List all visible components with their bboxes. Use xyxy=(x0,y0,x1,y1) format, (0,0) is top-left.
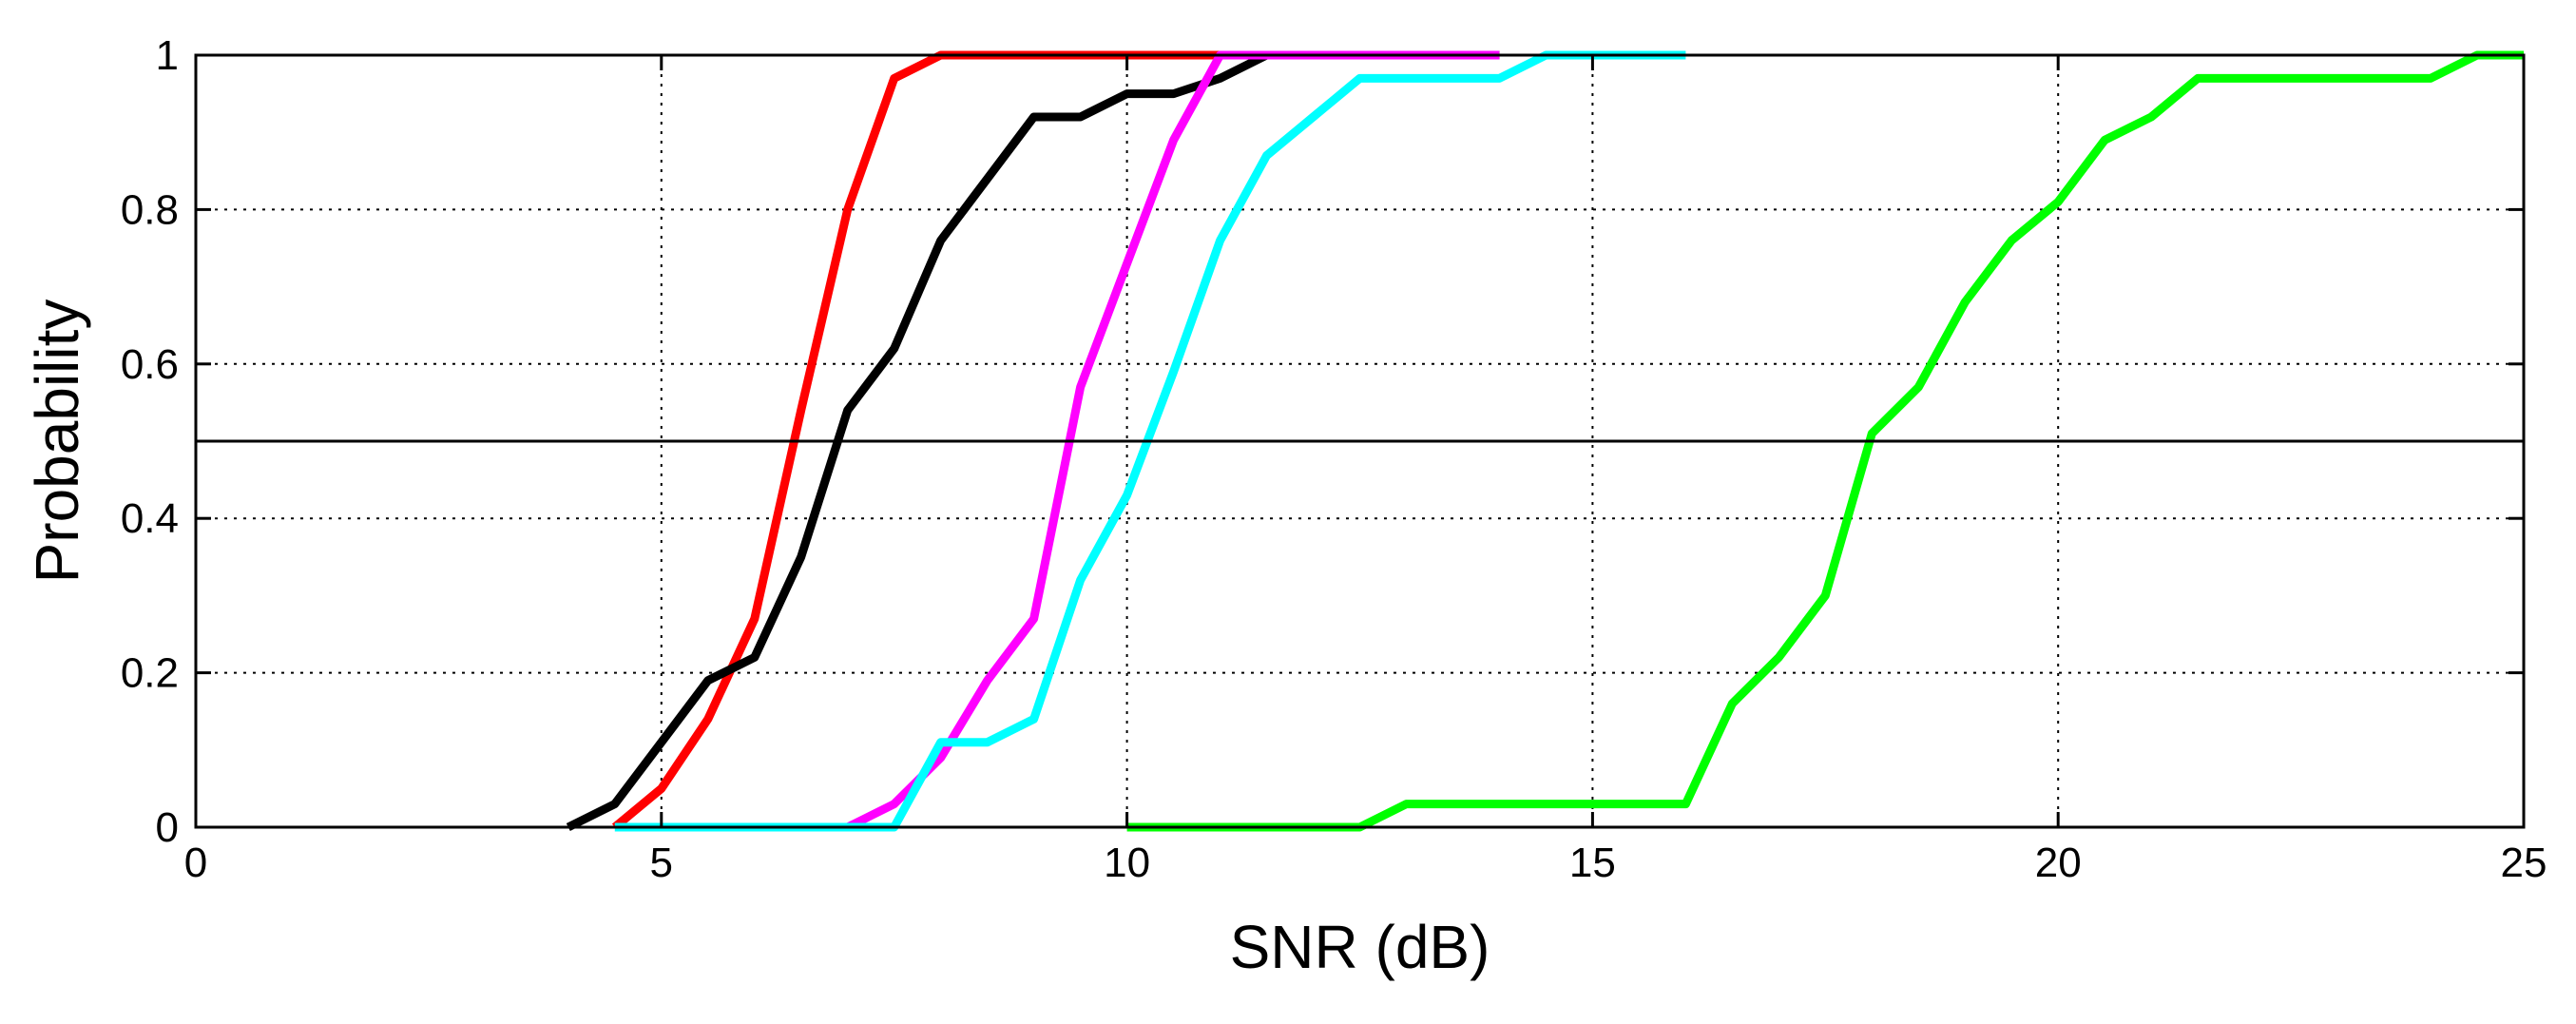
y-tick-label: 0.4 xyxy=(121,495,179,542)
tick-marks xyxy=(194,53,2526,829)
y-tick-labels: 0 0.2 0.4 0.6 0.8 1 xyxy=(121,32,179,851)
x-tick-label: 5 xyxy=(650,840,673,886)
y-tick-label: 0.6 xyxy=(121,341,179,388)
y-tick-label: 0 xyxy=(156,804,179,851)
axes-box xyxy=(194,53,2526,829)
x-tick-label: 15 xyxy=(1569,840,1616,886)
x-tick-labels: 0 5 10 15 20 25 xyxy=(184,840,2547,886)
y-tick-label: 0.2 xyxy=(121,650,179,697)
x-tick-label: 25 xyxy=(2501,840,2547,886)
y-axis-title: Probability xyxy=(23,299,91,584)
y-tick-label: 1 xyxy=(156,32,179,79)
x-axis-title: SNR (dB) xyxy=(1230,913,1490,981)
series-line-1 xyxy=(611,50,1500,831)
series-lines xyxy=(566,50,2524,832)
x-tick-label: 10 xyxy=(1104,840,1150,886)
axes-frame xyxy=(194,53,2526,829)
x-tick-label: 20 xyxy=(2035,840,2082,886)
series-line-2 xyxy=(566,50,1500,832)
y-tick-label: 0.8 xyxy=(121,186,179,233)
series-line-5 xyxy=(1126,50,2524,832)
series-line-4 xyxy=(614,50,1686,832)
x-tick-label: 0 xyxy=(184,840,207,886)
grid xyxy=(196,55,2524,827)
series-line-3 xyxy=(754,50,1500,832)
